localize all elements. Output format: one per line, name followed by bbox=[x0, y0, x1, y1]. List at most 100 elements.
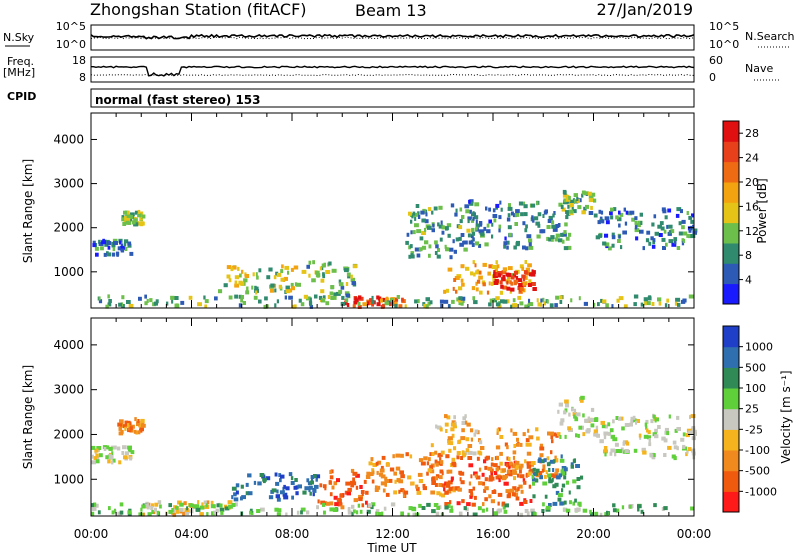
power-frame bbox=[90, 112, 695, 309]
power-data-cell bbox=[312, 260, 315, 265]
power-data-cell bbox=[532, 218, 535, 223]
power-data-cell bbox=[488, 264, 493, 269]
velocity-data-cell bbox=[240, 484, 244, 489]
velocity-data-cell bbox=[497, 508, 500, 513]
power-data-cell bbox=[111, 241, 115, 246]
power-data-cell bbox=[570, 298, 573, 303]
power-data-cell bbox=[95, 243, 97, 247]
velocity-data-cell bbox=[247, 473, 252, 478]
time-tick-labels: 00:00 04:00 08:00 12:00 16:00 20:00 00:00 bbox=[74, 527, 712, 541]
velocity-data-cell bbox=[130, 450, 135, 455]
power-data-cell bbox=[571, 209, 577, 214]
velocity-data-cell bbox=[295, 491, 299, 496]
velocity-data-cell bbox=[377, 460, 382, 465]
power-data-cell bbox=[679, 209, 683, 214]
velocity-data-cell bbox=[417, 472, 423, 477]
power-data-cell bbox=[100, 246, 104, 251]
velocity-data-cell bbox=[279, 490, 285, 495]
power-data-cell bbox=[510, 275, 515, 280]
power-data-cell bbox=[290, 282, 294, 287]
power-data-cell bbox=[497, 273, 502, 278]
velocity-data-cell bbox=[346, 491, 351, 496]
power-data-cell bbox=[244, 274, 250, 278]
velocity-data-cell bbox=[118, 460, 122, 465]
velocity-data-cell bbox=[329, 492, 333, 497]
velocity-data-cell bbox=[612, 508, 617, 513]
power-data-cell bbox=[234, 280, 238, 285]
power-data-cell bbox=[617, 239, 621, 243]
velocity-data-cell bbox=[506, 445, 509, 450]
velocity-data-cell bbox=[427, 468, 432, 473]
power-data-cell bbox=[458, 286, 463, 291]
velocity-data-cell bbox=[513, 463, 516, 468]
freq-panel: Freq. [MHz] 18 8 60 0 Nave bbox=[3, 54, 780, 84]
power-data-cell bbox=[438, 205, 443, 210]
power-data-cell bbox=[437, 222, 440, 227]
velocity-data-cell bbox=[494, 471, 498, 475]
velocity-data-cell bbox=[657, 425, 661, 429]
velocity-data-cell bbox=[482, 481, 485, 486]
power-data-cell bbox=[234, 275, 240, 280]
power-data-cell bbox=[634, 225, 637, 230]
power-data-cell bbox=[344, 291, 350, 296]
power-data-cell bbox=[479, 290, 483, 295]
velocity-data-cell bbox=[274, 472, 278, 477]
velocity-data-cell bbox=[467, 456, 473, 460]
velocity-data-cell bbox=[215, 508, 219, 513]
power-data-cell bbox=[245, 290, 250, 295]
power-data-cell bbox=[686, 233, 691, 238]
power-data-cell bbox=[555, 233, 560, 238]
freq-tick-low: 8 bbox=[79, 71, 86, 84]
velocity-data-cell bbox=[654, 434, 659, 439]
power-data-cell bbox=[531, 282, 536, 286]
power-data-cell bbox=[454, 276, 460, 280]
power-data-cell bbox=[452, 286, 455, 291]
velocity-colorbar-swatch bbox=[723, 429, 739, 451]
power-data-cell bbox=[276, 299, 279, 304]
velocity-data-cell bbox=[464, 414, 467, 419]
power-data-cell bbox=[458, 236, 462, 241]
power-data-cell bbox=[536, 298, 539, 303]
velocity-data-cell bbox=[499, 435, 504, 439]
velocity-data-cell bbox=[516, 437, 519, 442]
velocity-data-cell bbox=[654, 428, 658, 433]
power-data-cell bbox=[573, 199, 576, 204]
velocity-data-cell bbox=[233, 497, 239, 502]
velocity-data-cell bbox=[293, 485, 298, 490]
power-data-cell bbox=[330, 285, 335, 290]
velocity-data-cell bbox=[285, 512, 288, 517]
velocity-data-cell bbox=[576, 485, 581, 490]
velocity-data-cell bbox=[398, 489, 401, 494]
power-data-cell bbox=[357, 301, 361, 306]
power-data-cell bbox=[570, 199, 575, 204]
velocity-data-cell bbox=[231, 503, 236, 507]
power-data-cell bbox=[425, 297, 430, 302]
velocity-data-cell bbox=[390, 502, 396, 507]
power-data-cell bbox=[166, 301, 169, 306]
power-data-cell bbox=[408, 245, 412, 250]
power-data-cell bbox=[500, 207, 503, 212]
velocity-data-cell bbox=[603, 431, 609, 436]
power-data-cell bbox=[452, 239, 455, 244]
power-data-cell bbox=[254, 285, 257, 290]
power-data-cell bbox=[421, 245, 427, 250]
power-data-cell bbox=[510, 287, 515, 292]
velocity-colorbar-swatch bbox=[723, 470, 739, 492]
power-data-cell bbox=[273, 275, 277, 280]
velocity-data-cell bbox=[551, 439, 554, 444]
power-data-cell bbox=[561, 207, 566, 212]
power-colorbar-swatch bbox=[723, 182, 739, 203]
velocity-data-cell bbox=[420, 461, 426, 466]
velocity-data-cell bbox=[139, 428, 143, 433]
velocity-data-cell bbox=[144, 503, 149, 508]
power-data-cell bbox=[251, 285, 254, 290]
power-data-cell bbox=[239, 273, 242, 278]
velocity-data-cell bbox=[686, 449, 689, 454]
velocity-data-cell bbox=[313, 474, 317, 478]
velocity-data-cell bbox=[366, 509, 371, 514]
power-data-cell bbox=[551, 220, 555, 225]
velocity-ytick-label: 4000 bbox=[53, 338, 84, 352]
freq-frame bbox=[90, 56, 695, 83]
power-data-cell bbox=[525, 246, 529, 251]
power-data-cell bbox=[320, 298, 326, 303]
